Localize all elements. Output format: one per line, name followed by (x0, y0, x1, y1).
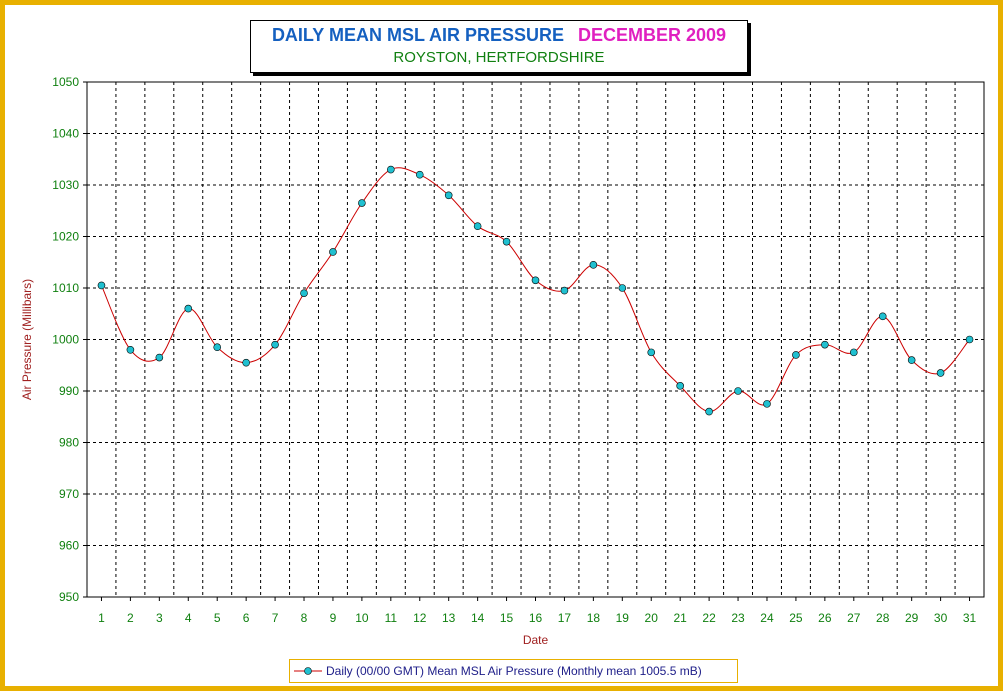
data-point (878, 312, 887, 321)
data-point (358, 199, 366, 207)
y-tick-label: 990 (59, 384, 79, 398)
x-tick-label: 13 (442, 611, 456, 625)
data-point (387, 165, 395, 174)
y-tick-label: 1030 (52, 178, 79, 192)
x-tick-label: 9 (330, 611, 337, 625)
x-tick-label: 16 (529, 611, 543, 625)
x-tick-label: 6 (243, 611, 250, 625)
grid (87, 82, 984, 597)
y-tick-label: 1050 (52, 75, 79, 89)
x-tick-label: 30 (934, 611, 948, 625)
x-tick-label: 22 (702, 611, 716, 625)
data-point (676, 382, 684, 390)
data-point (97, 281, 106, 290)
data-point (531, 276, 540, 285)
data-point (271, 340, 279, 349)
x-tick-label: 25 (789, 611, 803, 625)
x-tick-label: 18 (587, 611, 601, 625)
data-point (184, 304, 193, 313)
data-point (242, 358, 250, 367)
x-tick-label: 28 (876, 611, 890, 625)
data-point (155, 353, 164, 362)
data-point (907, 356, 916, 364)
x-tick-label: 10 (355, 611, 369, 625)
x-axis-label: Date (523, 633, 549, 647)
data-point (734, 387, 742, 395)
x-tick-label: 23 (731, 611, 745, 625)
y-axis-ticks: 950 960 970 980 990 1000 1010 1020 1030 1040 1050 (52, 75, 87, 604)
x-axis-ticks: 1 2 3 4 5 6 7 8 9 10 11 12 13 14 15 16 17 18 19 20 21 22 23 24 2… (98, 597, 977, 625)
y-tick-label: 960 (59, 539, 79, 553)
data-point (965, 335, 974, 344)
data-point (560, 286, 569, 295)
y-tick-label: 980 (59, 436, 79, 450)
x-tick-label: 4 (185, 611, 192, 625)
x-tick-label: 15 (500, 611, 514, 625)
legend: Daily (00/00 GMT) Mean MSL Air Pressure … (289, 659, 738, 683)
data-point (647, 348, 656, 357)
x-tick-label: 26 (818, 611, 832, 625)
y-tick-label: 1000 (52, 333, 79, 347)
data-point (213, 343, 222, 352)
x-tick-label: 31 (963, 611, 977, 625)
data-point (849, 348, 858, 357)
data-point (705, 407, 713, 416)
x-tick-label: 27 (847, 611, 861, 625)
x-tick-label: 29 (905, 611, 919, 625)
x-tick-label: 3 (156, 611, 163, 625)
data-point (618, 284, 627, 292)
x-tick-label: 11 (385, 611, 398, 625)
x-tick-label: 2 (127, 611, 134, 625)
x-tick-label: 8 (301, 611, 308, 625)
x-tick-label: 19 (616, 611, 630, 625)
y-tick-label: 1020 (52, 230, 79, 244)
y-tick-label: 970 (59, 487, 79, 501)
data-point (589, 261, 598, 269)
data-point (329, 248, 337, 256)
chart-title: DAILY MEAN MSL AIR PRESSURE (271, 25, 564, 45)
chart-subtitle: ROYSTON, HERTFORDSHIRE (393, 49, 605, 66)
series-markers (97, 165, 974, 416)
data-point (936, 369, 945, 377)
x-tick-label: 17 (558, 611, 572, 625)
x-tick-label: 5 (214, 611, 221, 625)
x-tick-label: 14 (471, 611, 485, 625)
y-tick-label: 950 (59, 590, 79, 604)
x-tick-label: 7 (272, 611, 279, 625)
x-tick-label: 20 (645, 611, 659, 625)
legend-line-marker-icon (294, 667, 322, 675)
data-point (444, 191, 453, 200)
data-point (502, 237, 511, 246)
chart-month: DECEMBER 2009 (578, 25, 727, 45)
data-point (415, 170, 424, 179)
x-tick-label: 1 (98, 611, 105, 625)
legend-label: Daily (00/00 GMT) Mean MSL Air Pressure … (326, 664, 702, 678)
y-axis-label: Air Pressure (Millibars) (20, 279, 34, 400)
data-point (473, 222, 482, 230)
data-point (821, 340, 829, 349)
title-line: DAILY MEAN MSL AIR PRESSURE DECEMBER 2009 (251, 25, 747, 46)
data-point (763, 400, 771, 408)
y-tick-label: 1040 (52, 127, 79, 141)
data-point (792, 351, 800, 359)
x-tick-label: 12 (413, 611, 427, 625)
data-point (126, 345, 135, 354)
data-point (300, 289, 308, 297)
x-tick-label: 24 (760, 611, 774, 625)
title-box: DAILY MEAN MSL AIR PRESSURE DECEMBER 2009… (250, 20, 748, 73)
x-tick-label: 21 (673, 611, 687, 625)
y-tick-label: 1010 (52, 281, 79, 295)
